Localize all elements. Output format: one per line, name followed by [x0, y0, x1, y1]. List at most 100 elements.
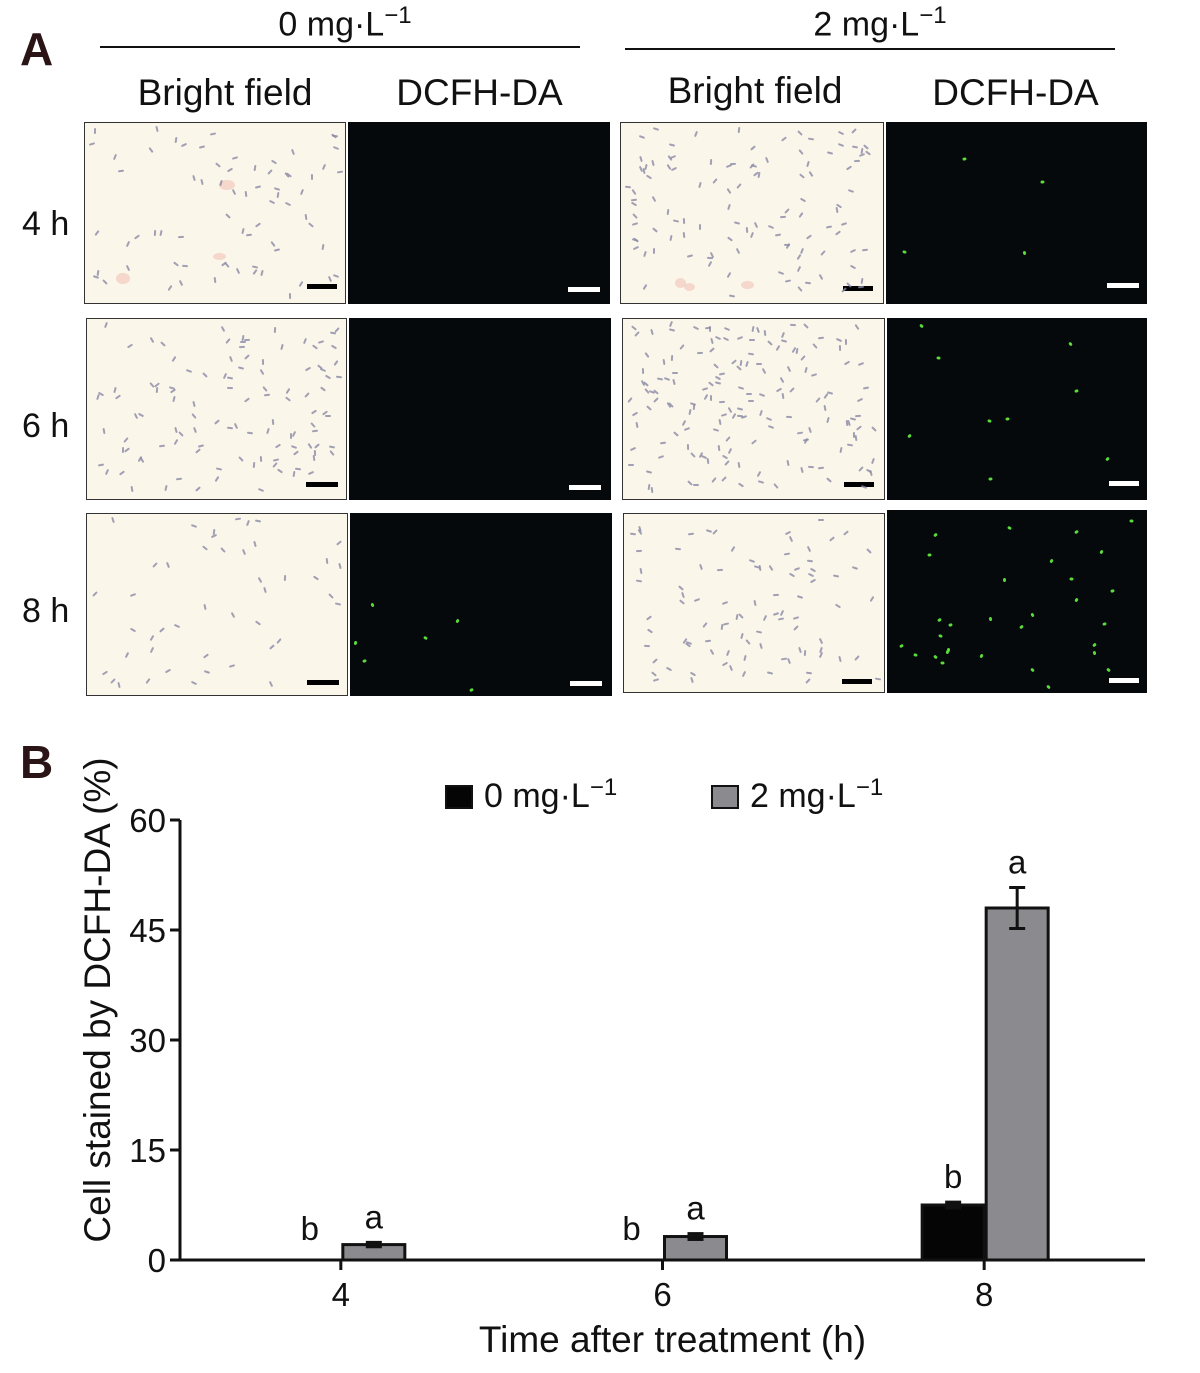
cell-mark	[174, 427, 178, 434]
cell-mark	[330, 344, 338, 350]
cell-mark	[825, 477, 832, 484]
cell-mark	[736, 183, 742, 190]
cell-mark	[869, 596, 875, 603]
cell-mark	[686, 444, 689, 451]
cell-mark	[634, 331, 640, 338]
cell-mark	[781, 338, 788, 343]
cell-mark	[750, 144, 756, 151]
cell-mark	[646, 404, 652, 411]
cell-mark	[852, 566, 859, 571]
cell-mark	[720, 412, 728, 417]
cell-mark	[722, 336, 729, 341]
cell-mark	[740, 633, 745, 640]
cell-mark	[213, 419, 220, 426]
cell-mark	[835, 206, 839, 214]
cell-mark	[714, 381, 721, 385]
cell-mark	[712, 362, 719, 369]
legend-label-exp: −1	[856, 774, 883, 801]
cell-mark	[1048, 558, 1054, 564]
cell-mark	[275, 443, 282, 449]
cell-mark	[285, 396, 292, 402]
row-label-4h: 4 h	[22, 205, 70, 243]
cell-mark	[945, 650, 950, 655]
cell-mark	[756, 470, 761, 477]
cell-mark	[714, 375, 721, 381]
cell-mark	[1110, 589, 1115, 594]
cell-mark	[777, 270, 784, 275]
cell-mark	[706, 458, 710, 465]
cell-mark	[756, 326, 761, 334]
cell-mark	[795, 347, 799, 354]
cell-mark	[844, 338, 847, 346]
cell-mark	[92, 590, 99, 597]
cell-mark	[766, 340, 773, 347]
cell-mark	[854, 655, 861, 662]
cell-mark	[725, 650, 730, 657]
cell-mark	[94, 128, 97, 135]
scale-bar	[842, 679, 872, 684]
cell-mark	[226, 376, 233, 380]
cell-mark	[805, 281, 812, 285]
cell-mark	[630, 325, 637, 331]
significance-letter: a	[365, 1198, 384, 1235]
cell-mark	[665, 666, 673, 672]
cell-mark	[719, 372, 726, 376]
scale-bar	[1109, 678, 1139, 683]
cell-mark	[1105, 667, 1111, 672]
cell-mark	[642, 283, 648, 291]
cell-mark	[630, 447, 637, 452]
significance-letter: a	[686, 1190, 705, 1227]
cell-mark	[678, 599, 685, 605]
cell-mark	[215, 467, 222, 471]
cell-mark	[185, 369, 193, 373]
cell-mark	[631, 188, 637, 195]
cell-mark	[728, 665, 733, 672]
cell-mark	[806, 559, 813, 563]
cell-mark	[933, 654, 939, 660]
cell-mark	[721, 601, 728, 606]
cell-mark	[837, 130, 845, 136]
cell-mark	[246, 431, 253, 435]
cell-mark	[627, 396, 633, 403]
cell-mark	[241, 548, 246, 556]
cell-mark	[689, 452, 696, 459]
cell-mark	[273, 327, 277, 334]
cell-mark	[1005, 416, 1010, 421]
cell-mark	[273, 186, 281, 191]
cell-mark	[145, 677, 151, 684]
cell-mark	[736, 336, 744, 341]
cell-mark	[102, 428, 106, 435]
cell-mark	[796, 254, 802, 261]
cell-mark	[1073, 529, 1079, 535]
cell-mark	[798, 148, 805, 155]
scale-bar	[843, 286, 873, 291]
cell-mark	[259, 368, 265, 375]
cell-mark	[180, 143, 188, 148]
cell-mark	[252, 462, 256, 469]
cell-mark	[749, 338, 756, 341]
cell-mark	[726, 272, 732, 279]
cell-mark	[336, 170, 344, 174]
cell-mark	[672, 431, 679, 438]
cell-mark	[708, 325, 711, 332]
cell-mark	[632, 245, 640, 250]
cell-mark	[290, 148, 295, 155]
cell-mark	[335, 375, 342, 378]
cell-mark	[788, 536, 794, 543]
cell-mark	[703, 393, 709, 400]
cell-mark	[192, 400, 196, 408]
conc-header-0mg: 0 mg·L−1	[230, 2, 460, 44]
cell-mark	[292, 471, 295, 478]
cell-mark	[709, 394, 712, 401]
cell-mark	[927, 553, 932, 558]
cell-mark	[759, 642, 763, 650]
cell-mark	[792, 616, 800, 621]
cell-mark	[800, 247, 805, 254]
cell-mark	[291, 430, 297, 438]
cell-mark	[174, 623, 181, 629]
cell-mark	[221, 326, 226, 333]
cell-mark	[151, 561, 158, 568]
cell-mark	[149, 635, 155, 642]
cell-mark	[705, 528, 713, 533]
cell-mark	[698, 563, 703, 570]
